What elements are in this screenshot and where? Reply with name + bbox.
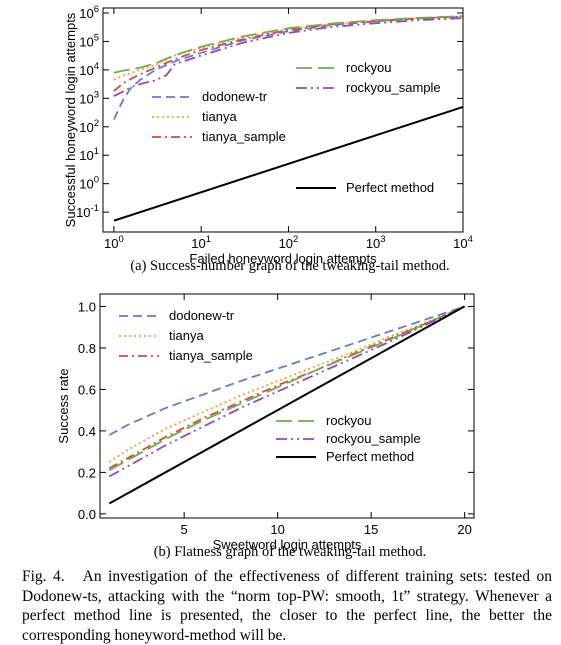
legend-label-tianya: tianya <box>169 328 204 343</box>
y-tick-label: 102 <box>79 118 99 135</box>
series-line-tianya-sample <box>108 305 465 469</box>
series-line-dodonew-tr <box>108 305 465 436</box>
x-tick-label: 103 <box>366 234 386 251</box>
y-tick-label: 0.8 <box>78 341 96 356</box>
series-line-rockyou-sample <box>108 305 465 478</box>
legend-label-perfect-method: Perfect method <box>326 449 414 464</box>
figure-caption-text: An investigation of the effectiveness of… <box>22 568 552 644</box>
x-tick-label: 100 <box>104 234 124 251</box>
x-tick-label: 20 <box>457 522 471 537</box>
series-line-tianya <box>113 15 463 81</box>
x-axis-label: Sweetword login attempts <box>213 537 362 552</box>
y-tick-label: 10-1 <box>76 203 99 220</box>
y-tick-label: 0.4 <box>78 424 96 439</box>
chart-b-subcaption: (b) Flatness graph of the tweaking-tail … <box>154 544 427 560</box>
plot-frame <box>102 7 464 233</box>
y-axis-label: Successful honeyword login attempts <box>63 12 78 227</box>
chart-b-flatness: 5 10 15 20 0.0 0.2 0.4 0.6 0.8 1.0 Sweetword login… <box>56 293 475 552</box>
x-tick-label: 15 <box>364 522 378 537</box>
y-tick-label: 100 <box>79 175 99 192</box>
series-line-perfect-method <box>108 305 466 505</box>
series-line-rockyou <box>108 305 465 472</box>
x-axis-label: Failed honeyword login attempts <box>189 251 377 266</box>
x-tick-label: 102 <box>279 234 299 251</box>
legend-label-rockyou-sample: rockyou_sample <box>326 431 421 446</box>
series-line-tianya <box>108 305 465 463</box>
legend-label-rockyou: rockyou <box>326 413 372 428</box>
y-tick-label: 104 <box>79 61 99 78</box>
y-tick-label: 1.0 <box>78 299 96 314</box>
x-tick-label: 101 <box>191 234 211 251</box>
plot-frame <box>99 293 475 519</box>
legend-label-rockyou-sample: rockyou_sample <box>346 80 441 95</box>
x-tick-label: 10 <box>270 522 284 537</box>
y-tick-label: 103 <box>79 89 99 106</box>
figure-caption: Fig. 4. An investigation of the effective… <box>22 567 552 645</box>
y-axis-label: Success rate <box>56 368 71 443</box>
legend-label-rockyou: rockyou <box>346 60 392 75</box>
y-tick-label: 0.0 <box>78 507 96 522</box>
y-tick-label: 0.6 <box>78 382 96 397</box>
legend-label-tianya: tianya <box>202 109 237 124</box>
legend-label-dodonew-tr: dodonew-tr <box>169 308 235 323</box>
legend-label-tianya-sample: tianya_sample <box>169 348 253 363</box>
legend-label-tianya-sample: tianya_sample <box>202 129 286 144</box>
y-tick-label: 106 <box>79 4 99 21</box>
y-tick-label: 105 <box>79 32 99 49</box>
legend-label-dodonew-tr: dodonew-tr <box>202 89 268 104</box>
x-tick-label: 104 <box>453 234 473 251</box>
chart-a-success-number: 100 101 102 103 104 10-1 100 101 102 103 104 105 106… <box>63 4 473 266</box>
x-tick-label: 5 <box>181 522 188 537</box>
series-line-rockyou-sample <box>113 17 463 97</box>
legend-label-perfect-method: Perfect method <box>346 180 434 195</box>
y-tick-label: 101 <box>79 146 99 163</box>
series-line-rockyou <box>113 15 463 74</box>
y-tick-label: 0.2 <box>78 465 96 480</box>
series-line-dodonew-tr <box>113 15 463 120</box>
series-line-perfect-method <box>113 105 463 222</box>
chart-a-subcaption: (a) Success-number graph of the tweaking… <box>130 258 449 274</box>
figure-label: Fig. 4. <box>22 568 65 585</box>
